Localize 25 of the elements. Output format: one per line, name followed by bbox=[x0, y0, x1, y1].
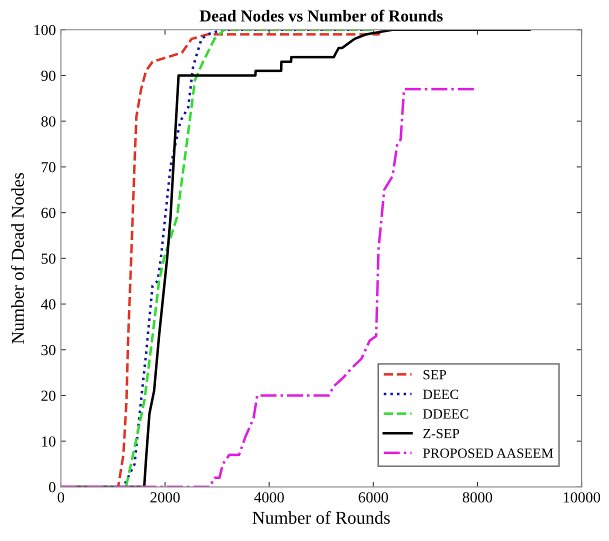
y-tick-label: 80 bbox=[41, 116, 56, 127]
x-tick-label: 8000 bbox=[462, 492, 492, 503]
x-tick-label: 2000 bbox=[150, 492, 180, 503]
legend-label: SEP bbox=[424, 370, 446, 380]
legend-label: Z-SEP bbox=[423, 428, 460, 438]
y-tick-label: 60 bbox=[41, 208, 56, 218]
y-tick-label: 50 bbox=[42, 253, 56, 264]
legend-label: DDEEC bbox=[423, 409, 468, 419]
x-tick-label: 6000 bbox=[358, 492, 388, 503]
chart-title: Dead Nodes vs Number of Rounds bbox=[200, 10, 443, 22]
y-axis-title: Number of Dead Nodes bbox=[11, 172, 24, 344]
y-tick-label: 40 bbox=[41, 299, 56, 310]
legend-label: PROPOSED AASEEM bbox=[423, 448, 554, 458]
x-axis-title: Number of Rounds bbox=[252, 510, 390, 524]
y-tick-label: 70 bbox=[42, 162, 56, 172]
y-tick-label: 20 bbox=[41, 390, 56, 401]
y-tick-label: 0 bbox=[48, 482, 56, 492]
y-tick-label: 100 bbox=[34, 24, 56, 36]
y-tick-label: 90 bbox=[41, 70, 56, 81]
x-tick-label: 0 bbox=[58, 492, 64, 503]
x-tick-label: 4000 bbox=[254, 492, 284, 503]
y-tick-label: 30 bbox=[41, 344, 56, 356]
legend-label: DEEC bbox=[423, 390, 458, 399]
x-tick-label: 10000 bbox=[564, 492, 600, 503]
y-tick-label: 10 bbox=[42, 436, 56, 447]
